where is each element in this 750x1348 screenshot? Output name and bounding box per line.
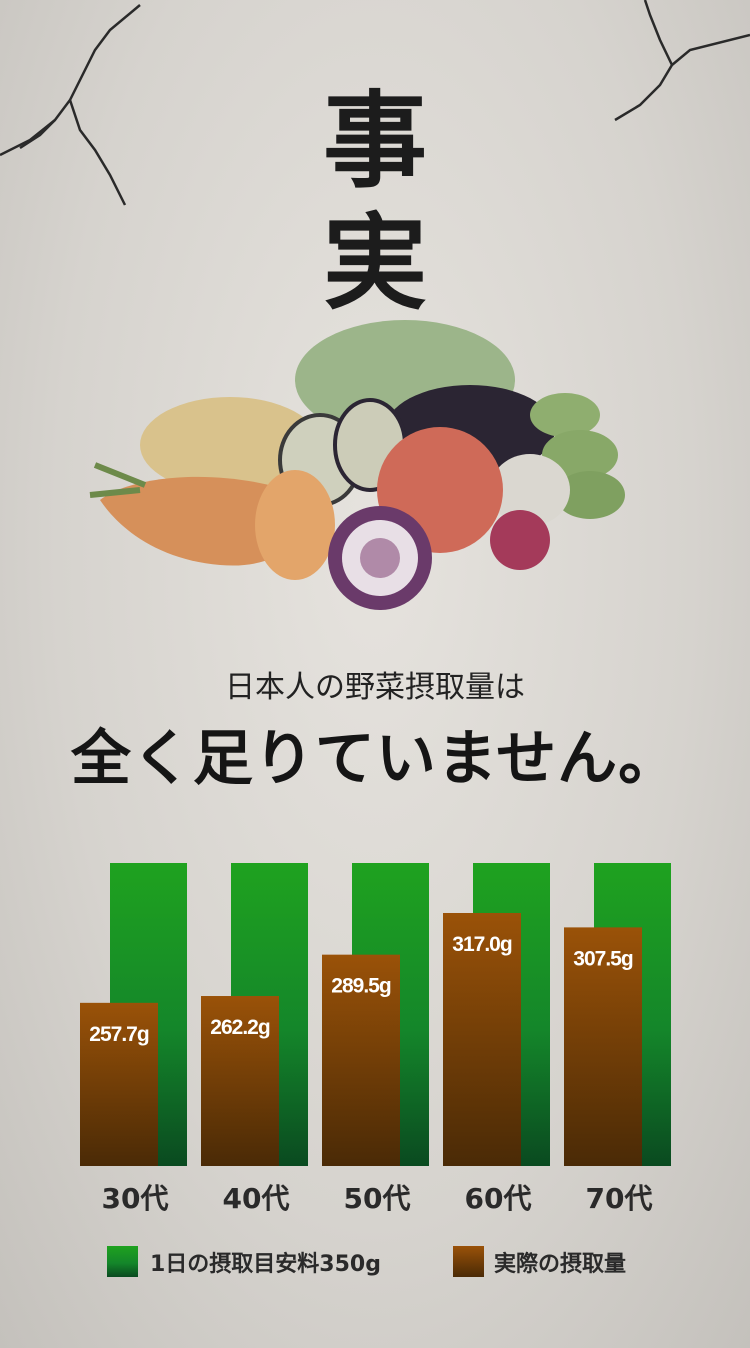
vegetables-illustration: [89, 320, 625, 610]
legend-label-actual: 実際の摂取量: [494, 1251, 626, 1277]
bar-actual-30代: [80, 1002, 158, 1166]
legend: 1日の摂取目安料350g 実際の摂取量: [107, 1246, 626, 1277]
data-label: 289.5g: [331, 975, 391, 998]
crack-top-right: [614, 0, 750, 122]
data-label: 307.5g: [573, 947, 633, 970]
legend-swatch-target: [107, 1246, 138, 1277]
data-label: 257.7g: [89, 1023, 149, 1046]
category-label: 30代: [102, 1182, 169, 1215]
legend-swatch-actual: [453, 1246, 484, 1277]
data-label: 317.0g: [452, 933, 512, 956]
category-label: 70代: [586, 1182, 653, 1215]
data-label: 262.2g: [210, 1016, 270, 1039]
bar-actual-50代: [322, 954, 400, 1166]
legend-label-target: 1日の摂取目安料350g: [150, 1251, 381, 1277]
title-char: 実: [322, 201, 427, 324]
crack-top-left: [0, 4, 141, 206]
category-label: 40代: [223, 1182, 290, 1215]
category-label: 60代: [465, 1182, 532, 1215]
bar-actual-40代: [201, 996, 279, 1166]
bar-actual-70代: [564, 927, 642, 1166]
title-char: 事: [322, 79, 427, 202]
subtitle: 日本人の野菜摂取量は: [225, 670, 525, 705]
headline: 全く足りていません。: [70, 724, 680, 794]
category-label: 50代: [344, 1182, 411, 1215]
bar-actual-60代: [443, 912, 521, 1166]
